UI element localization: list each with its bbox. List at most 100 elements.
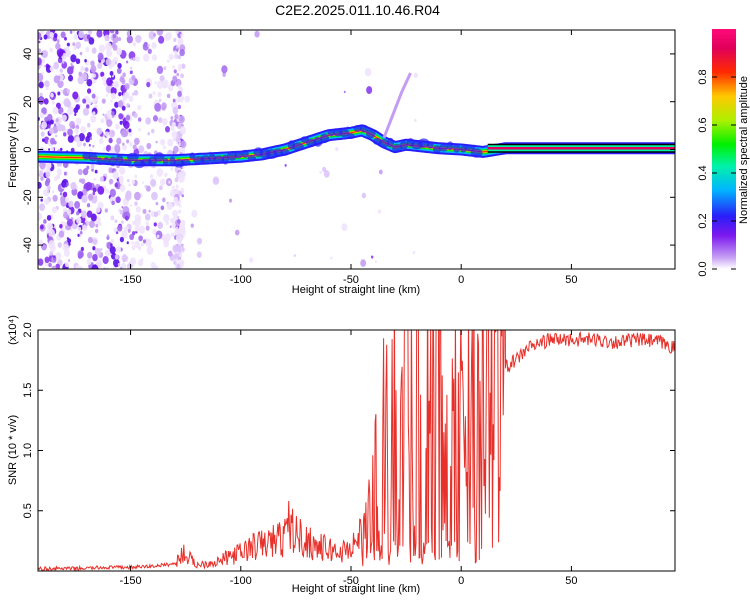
noise-blob: [149, 94, 153, 99]
noise-blob: [109, 65, 112, 69]
noise-blob: [76, 42, 82, 49]
noise-blob: [157, 222, 163, 229]
noise-blob: [184, 96, 189, 103]
noise-blob: [120, 180, 124, 185]
noise-blob: [121, 129, 127, 137]
noise-blob: [142, 181, 144, 184]
noise-blob: [41, 72, 43, 75]
noise-blob: [95, 170, 98, 174]
noise-blob: [114, 144, 120, 152]
noise-blob: [176, 264, 180, 269]
noise-blob: [78, 72, 82, 77]
noise-blob: [102, 113, 104, 116]
spectrogram-panel: -150 -100 -50 0 50 -40 -20 0 20 40 Height of str…: [7, 27, 675, 296]
noise-blob: [89, 37, 95, 44]
noise-blob: [176, 138, 179, 142]
noise-blob: [174, 114, 178, 119]
noise-blob: [122, 72, 126, 77]
noise-blob: [167, 202, 173, 210]
noise-blob: [109, 179, 113, 185]
noise-blob: [378, 209, 381, 213]
noise-blob: [66, 89, 70, 94]
snr-x-tick-label: 0: [458, 575, 464, 587]
noise-blob: [131, 75, 135, 80]
noise-blob: [76, 211, 79, 215]
colorbar-tick-label: 0.8: [697, 69, 709, 84]
noise-blob: [40, 113, 44, 119]
noise-blob: [68, 259, 70, 262]
noise-blob: [93, 187, 97, 192]
noise-blob: [99, 44, 105, 52]
noise-blob: [80, 126, 86, 133]
noise-blob: [146, 82, 150, 87]
noise-blob: [49, 32, 53, 38]
noise-blob: [103, 147, 106, 151]
noise-blob: [86, 79, 92, 86]
noise-blob: [65, 197, 69, 202]
noise-blob: [115, 254, 119, 259]
noise-blob: [235, 230, 240, 236]
spectrogram-y-tick-label: 40: [22, 48, 34, 60]
ridge-blob: [292, 142, 304, 151]
noise-blob: [127, 179, 129, 182]
noise-blob: [44, 80, 49, 87]
noise-blob: [138, 117, 141, 121]
noise-blob: [130, 67, 132, 70]
noise-blob: [89, 144, 91, 147]
ridge-blob: [248, 155, 257, 161]
noise-blob: [180, 34, 183, 38]
noise-blob: [176, 73, 179, 76]
noise-blob: [158, 117, 162, 123]
noise-blob: [176, 226, 178, 229]
noise-blob: [66, 101, 71, 108]
noise-blob: [53, 258, 56, 262]
noise-blob: [92, 254, 98, 261]
noise-blob: [43, 188, 49, 196]
noise-blob: [125, 83, 130, 89]
noise-blob: [167, 59, 170, 63]
noise-blob: [103, 256, 109, 264]
spectrogram-x-axis-label: Height of straight line (km): [292, 284, 420, 296]
noise-blob: [115, 183, 119, 188]
noise-blob: [59, 224, 63, 229]
noise-blob: [330, 257, 332, 260]
noise-blob: [197, 238, 202, 245]
noise-blob: [52, 190, 54, 193]
noise-blob: [341, 223, 347, 231]
noise-blob: [85, 67, 89, 72]
noise-blob: [111, 201, 114, 205]
noise-blob: [75, 136, 80, 142]
noise-blob: [64, 222, 67, 226]
noise-blob: [87, 123, 90, 127]
noise-blob: [95, 229, 98, 233]
noise-blob: [110, 189, 116, 197]
noise-blob: [44, 98, 49, 104]
noise-blob: [118, 263, 121, 266]
noise-blob: [129, 234, 134, 240]
noise-blob: [70, 63, 72, 66]
noise-blob: [163, 214, 169, 222]
noise-blob: [96, 207, 101, 213]
noise-blob: [136, 206, 141, 213]
noise-blob: [159, 185, 163, 190]
noise-blob: [122, 206, 124, 209]
noise-blob: [133, 57, 136, 61]
noise-blob: [180, 73, 184, 78]
noise-blob: [197, 251, 202, 258]
noise-blob: [40, 199, 42, 202]
noise-blob: [100, 137, 103, 141]
noise-blob: [112, 171, 118, 179]
noise-blob: [83, 168, 88, 175]
noise-blob: [135, 226, 139, 232]
noise-blob: [366, 86, 372, 94]
noise-blob: [173, 107, 179, 114]
noise-blob: [59, 231, 65, 238]
noise-blob: [57, 39, 60, 43]
noise-blob: [72, 91, 78, 99]
noise-blob: [93, 239, 98, 245]
noise-blob: [138, 128, 141, 131]
noise-blob: [98, 222, 101, 226]
noise-blob: [178, 85, 181, 89]
noise-blob: [89, 100, 92, 104]
noise-blob: [106, 119, 112, 127]
